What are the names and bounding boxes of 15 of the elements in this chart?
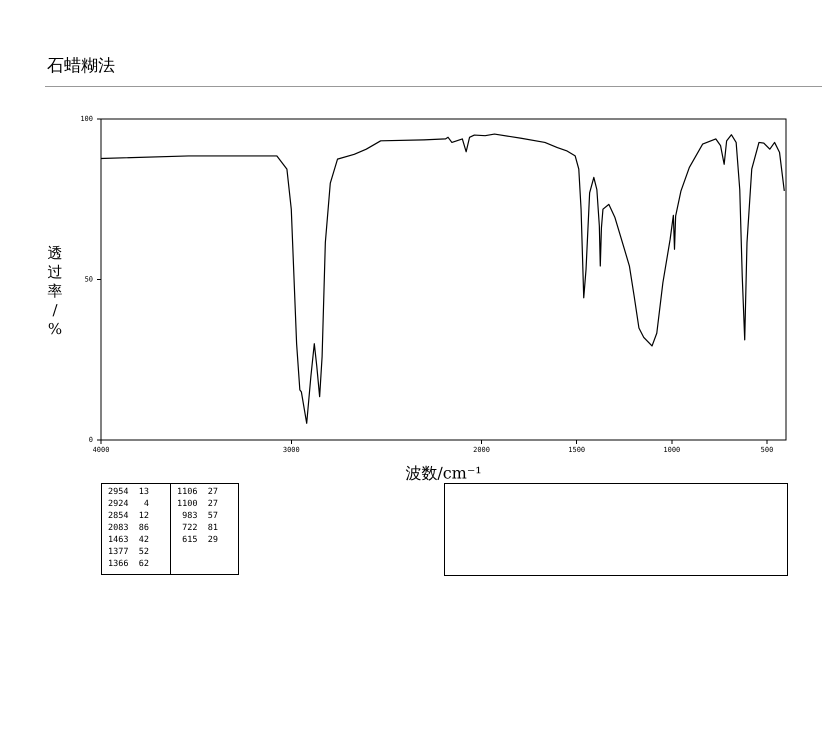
text: 2954 13 xyxy=(108,486,150,498)
text: 615 29 xyxy=(181,534,219,546)
text: 2924 4 xyxy=(108,498,150,510)
text: 1100 27 xyxy=(177,498,219,510)
y-axis-title: 透过率/% xyxy=(46,244,64,339)
text: 1366 62 xyxy=(108,558,150,570)
text: 2083 86 xyxy=(108,522,150,534)
text: 1377 52 xyxy=(108,546,150,558)
text: 1463 42 xyxy=(108,534,150,546)
text: 983 57 xyxy=(181,510,219,522)
chart-title: 石蜡糊法 xyxy=(47,55,115,77)
x-axis-title: 波数/cm⁻¹ xyxy=(405,464,482,483)
text: 722 81 xyxy=(181,522,219,534)
text: 1106 27 xyxy=(177,486,219,498)
text: 2854 12 xyxy=(108,510,150,522)
